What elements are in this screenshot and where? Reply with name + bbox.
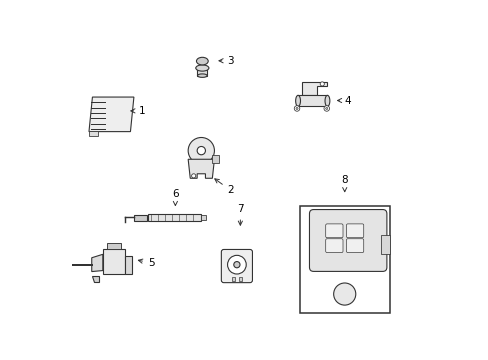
FancyBboxPatch shape <box>325 224 342 238</box>
Bar <box>238 277 242 281</box>
Ellipse shape <box>197 74 207 77</box>
Polygon shape <box>125 256 132 274</box>
Bar <box>231 277 235 281</box>
Bar <box>89 131 98 136</box>
Circle shape <box>233 262 240 268</box>
FancyBboxPatch shape <box>346 224 363 238</box>
Circle shape <box>295 107 298 109</box>
Text: 3: 3 <box>219 56 234 66</box>
Text: 2: 2 <box>214 179 234 195</box>
FancyBboxPatch shape <box>221 249 252 283</box>
Bar <box>107 243 121 249</box>
Circle shape <box>320 82 324 86</box>
Polygon shape <box>89 97 134 132</box>
Bar <box>299 206 389 313</box>
Text: 8: 8 <box>341 175 347 192</box>
Bar <box>197 68 207 76</box>
Bar <box>134 215 147 221</box>
Text: 6: 6 <box>172 189 178 206</box>
Circle shape <box>324 106 329 111</box>
Bar <box>147 214 201 221</box>
Circle shape <box>191 174 195 178</box>
Bar <box>380 235 389 253</box>
Ellipse shape <box>295 95 300 107</box>
Text: 5: 5 <box>138 258 154 268</box>
Polygon shape <box>92 276 99 282</box>
Text: 7: 7 <box>237 204 243 225</box>
Bar <box>298 95 327 107</box>
Bar <box>102 249 125 274</box>
Circle shape <box>227 255 246 274</box>
FancyBboxPatch shape <box>325 239 342 253</box>
Polygon shape <box>92 254 102 271</box>
FancyBboxPatch shape <box>309 210 386 271</box>
Polygon shape <box>188 159 214 178</box>
Text: 4: 4 <box>337 95 351 105</box>
FancyBboxPatch shape <box>346 239 363 253</box>
Ellipse shape <box>325 95 329 107</box>
Bar <box>212 155 218 163</box>
Bar <box>201 215 206 220</box>
Circle shape <box>333 283 355 305</box>
Circle shape <box>294 106 299 111</box>
Circle shape <box>197 147 205 155</box>
Text: 1: 1 <box>131 106 145 116</box>
Ellipse shape <box>195 65 208 71</box>
Circle shape <box>325 107 327 109</box>
Polygon shape <box>301 82 327 95</box>
Ellipse shape <box>196 57 208 65</box>
Circle shape <box>188 138 214 164</box>
